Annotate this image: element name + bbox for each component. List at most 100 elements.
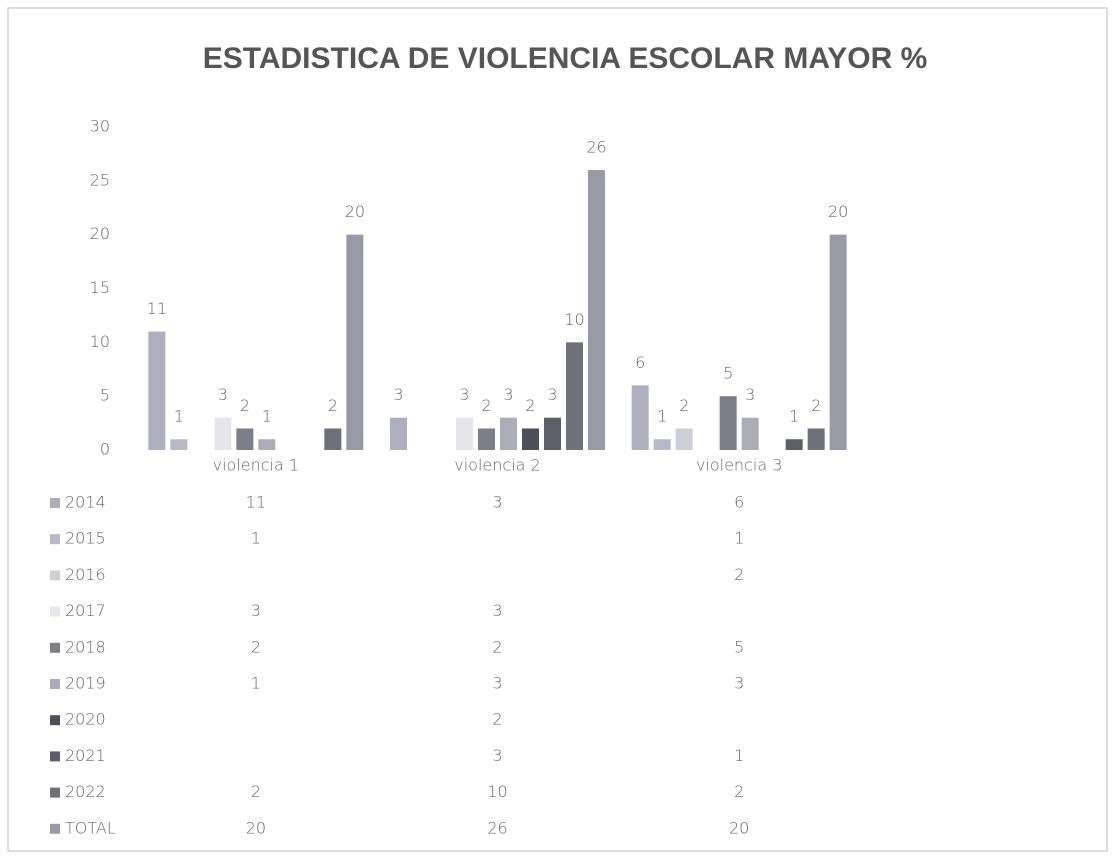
bar — [236, 428, 254, 450]
legend-swatch — [50, 787, 60, 798]
x-tick-label: violencia 3 — [696, 456, 782, 475]
y-tick-label: 5 — [100, 386, 110, 405]
data-label: 3 — [503, 385, 513, 404]
bar — [741, 417, 759, 450]
legend-swatch — [50, 679, 60, 689]
bar — [631, 385, 649, 450]
bar — [566, 342, 583, 450]
legend-label: 2014 — [65, 493, 106, 512]
bar — [829, 234, 847, 450]
legend-label: TOTAL — [65, 818, 116, 837]
data-label: 26 — [586, 138, 606, 157]
bar — [214, 417, 232, 450]
bar — [390, 417, 407, 450]
data-label: 3 — [459, 385, 469, 404]
table-value: 2 — [251, 637, 261, 656]
data-label: 3 — [393, 385, 403, 404]
legend-label: 2016 — [65, 565, 106, 584]
data-label: 20 — [828, 202, 848, 221]
frame — [7, 7, 1108, 852]
legend-label: 2015 — [65, 529, 106, 548]
legend-label: 2020 — [65, 710, 106, 729]
table-value: 1 — [734, 746, 744, 765]
bar — [500, 417, 517, 450]
table-value: 3 — [734, 674, 744, 693]
table-value: 6 — [734, 493, 744, 512]
legend-swatch — [50, 823, 60, 834]
data-label: 3 — [547, 385, 557, 404]
bar — [719, 396, 737, 450]
data-label: 2 — [328, 396, 338, 415]
table-value: 1 — [734, 529, 744, 548]
data-label: 2 — [240, 396, 250, 415]
table-value: 26 — [487, 818, 507, 837]
bar — [148, 331, 166, 450]
legend-swatch — [50, 498, 60, 508]
data-label: 5 — [723, 364, 733, 383]
bar — [258, 439, 276, 450]
legend-label: 2022 — [65, 782, 106, 801]
table-value: 2 — [492, 637, 502, 656]
y-tick-label: 30 — [90, 117, 110, 136]
y-tick-label: 10 — [90, 332, 110, 351]
data-label: 3 — [745, 385, 755, 404]
table-value: 1 — [251, 674, 261, 693]
table-value: 11 — [246, 493, 266, 512]
legend-swatch — [50, 570, 60, 581]
table-value: 2 — [492, 710, 502, 729]
table-value: 3 — [251, 601, 261, 620]
data-label: 6 — [635, 353, 645, 372]
table-value: 3 — [492, 746, 502, 765]
data-label: 20 — [345, 202, 365, 221]
legend-swatch — [50, 534, 60, 545]
table-value: 10 — [487, 782, 507, 801]
legend-label: 2018 — [65, 637, 106, 656]
bar — [346, 234, 364, 450]
x-tick-label: violencia 1 — [213, 456, 299, 475]
legend-label: 2019 — [65, 674, 106, 693]
data-label: 1 — [789, 407, 799, 426]
bar — [170, 439, 188, 450]
data-label: 2 — [811, 396, 821, 415]
bar — [544, 417, 561, 450]
legend-label: 2021 — [65, 746, 106, 765]
legend-swatch — [50, 715, 60, 726]
table-value: 3 — [492, 493, 502, 512]
bar — [785, 439, 803, 450]
bar — [675, 428, 693, 450]
table-value: 3 — [492, 601, 502, 620]
data-label: 2 — [525, 396, 535, 415]
data-label: 2 — [481, 396, 491, 415]
bar — [522, 428, 539, 450]
data-label: 1 — [657, 407, 667, 426]
bar — [807, 428, 825, 450]
table-value: 2 — [251, 782, 261, 801]
table-value: 2 — [734, 782, 744, 801]
x-tick-label: violencia 2 — [454, 456, 540, 475]
data-label: 11 — [147, 299, 167, 318]
data-label: 2 — [679, 396, 689, 415]
legend-swatch — [50, 642, 60, 653]
bar — [653, 439, 671, 450]
table-value: 5 — [734, 637, 744, 656]
bar — [478, 428, 495, 450]
bar — [324, 428, 342, 450]
y-tick-label: 20 — [90, 224, 110, 243]
y-tick-label: 0 — [100, 440, 110, 459]
legend-label: 2017 — [65, 601, 106, 620]
table-value: 2 — [734, 565, 744, 584]
table-value: 3 — [492, 674, 502, 693]
data-label: 10 — [564, 310, 584, 329]
table-value: 1 — [251, 529, 261, 548]
bar — [588, 170, 605, 451]
chart-title: ESTADISTICA DE VIOLENCIA ESCOLAR MAYOR % — [203, 42, 928, 75]
data-label: 1 — [174, 407, 184, 426]
bar — [456, 417, 473, 450]
table-value: 20 — [729, 818, 749, 837]
data-label: 3 — [218, 385, 228, 404]
legend-swatch — [50, 751, 60, 762]
data-label: 1 — [262, 407, 272, 426]
table-value: 20 — [246, 818, 266, 837]
y-tick-label: 25 — [90, 170, 110, 189]
